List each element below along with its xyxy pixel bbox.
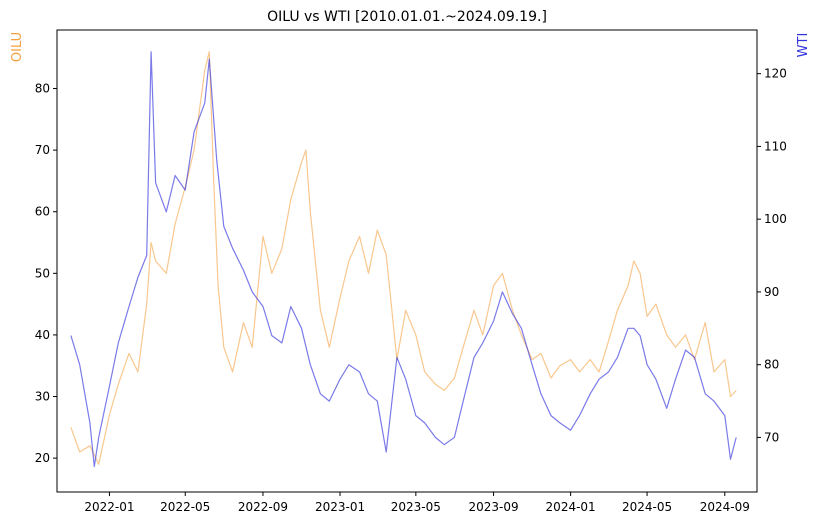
y-left-tick-label: 70: [35, 143, 50, 157]
y-left-tick-label: 50: [35, 266, 50, 280]
y-left-tick-label: 60: [35, 205, 50, 219]
y-right-tick-label: 70: [764, 430, 779, 444]
x-tick-label: 2023-01: [315, 500, 365, 514]
plot-frame: [56, 29, 758, 493]
y-right-tick-label: 120: [764, 67, 787, 81]
y-left-tick-label: 80: [35, 82, 50, 96]
y-axis-left-label: OILU: [10, 32, 25, 62]
x-tick-label: 2022-01: [84, 500, 134, 514]
y-axis-right-label: WTI: [796, 33, 811, 58]
y-right-tick-label: 110: [764, 139, 787, 153]
x-tick-label: 2023-09: [468, 500, 518, 514]
y-right-tick-label: 90: [764, 285, 779, 299]
y-right-tick-label: 100: [764, 212, 787, 226]
x-tick-label: 2024-09: [700, 500, 750, 514]
y-right-tick-label: 80: [764, 358, 779, 372]
series-line-oilu: [70, 50, 737, 465]
x-tick-label: 2022-05: [160, 500, 210, 514]
chart-title: OILU vs WTI [2010.01.01.~2024.09.19.]: [267, 9, 547, 25]
x-tick-label: 2024-05: [622, 500, 672, 514]
x-tick-label: 2023-05: [391, 500, 441, 514]
series-line-wti: [70, 51, 737, 468]
x-tick-label: 2022-09: [238, 500, 288, 514]
y-left-tick-label: 20: [35, 451, 50, 465]
y-left-tick-label: 40: [35, 328, 50, 342]
y-left-tick-label: 30: [35, 390, 50, 404]
x-tick-label: 2024-01: [546, 500, 596, 514]
